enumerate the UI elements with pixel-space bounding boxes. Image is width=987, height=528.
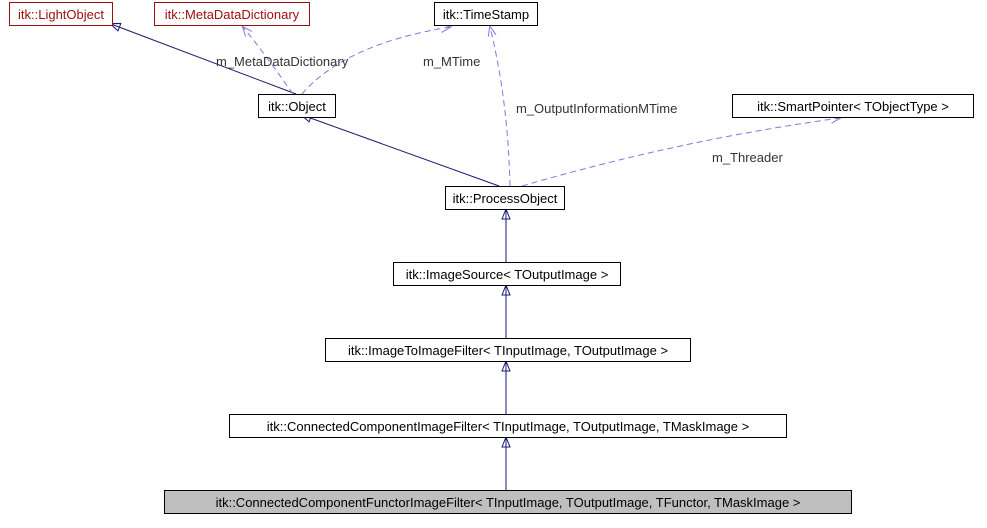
node-label: itk::ImageSource< TOutputImage > bbox=[406, 267, 609, 282]
node-functor-filter[interactable]: itk::ConnectedComponentFunctorImageFilte… bbox=[164, 490, 852, 514]
node-label: itk::LightObject bbox=[18, 7, 104, 22]
edge-label-metadata: m_MetaDataDictionary bbox=[216, 54, 348, 69]
node-image-source[interactable]: itk::ImageSource< TOutputImage > bbox=[393, 262, 621, 286]
node-label: itk::MetaDataDictionary bbox=[165, 7, 299, 22]
node-connected-component[interactable]: itk::ConnectedComponentImageFilter< TInp… bbox=[229, 414, 787, 438]
node-label: itk::SmartPointer< TObjectType > bbox=[757, 99, 949, 114]
node-metadata-dictionary[interactable]: itk::MetaDataDictionary bbox=[154, 2, 310, 26]
node-label: itk::ProcessObject bbox=[453, 191, 558, 206]
node-label: itk::ConnectedComponentFunctorImageFilte… bbox=[216, 495, 801, 510]
node-label: itk::Object bbox=[268, 99, 326, 114]
node-process-object[interactable]: itk::ProcessObject bbox=[445, 186, 565, 210]
edge-label-output-info: m_OutputInformationMTime bbox=[516, 101, 677, 116]
edge-label-threader: m_Threader bbox=[712, 150, 783, 165]
node-light-object[interactable]: itk::LightObject bbox=[9, 2, 113, 26]
node-time-stamp[interactable]: itk::TimeStamp bbox=[434, 2, 538, 26]
node-image-to-image[interactable]: itk::ImageToImageFilter< TInputImage, TO… bbox=[325, 338, 691, 362]
node-label: itk::ConnectedComponentImageFilter< TInp… bbox=[267, 419, 749, 434]
node-label: itk::TimeStamp bbox=[443, 7, 529, 22]
inheritance-diagram: itk::LightObject itk::MetaDataDictionary… bbox=[0, 0, 987, 528]
node-object[interactable]: itk::Object bbox=[258, 94, 336, 118]
node-label: itk::ImageToImageFilter< TInputImage, TO… bbox=[348, 343, 668, 358]
edge-label-mtime: m_MTime bbox=[423, 54, 480, 69]
node-smart-pointer[interactable]: itk::SmartPointer< TObjectType > bbox=[732, 94, 974, 118]
